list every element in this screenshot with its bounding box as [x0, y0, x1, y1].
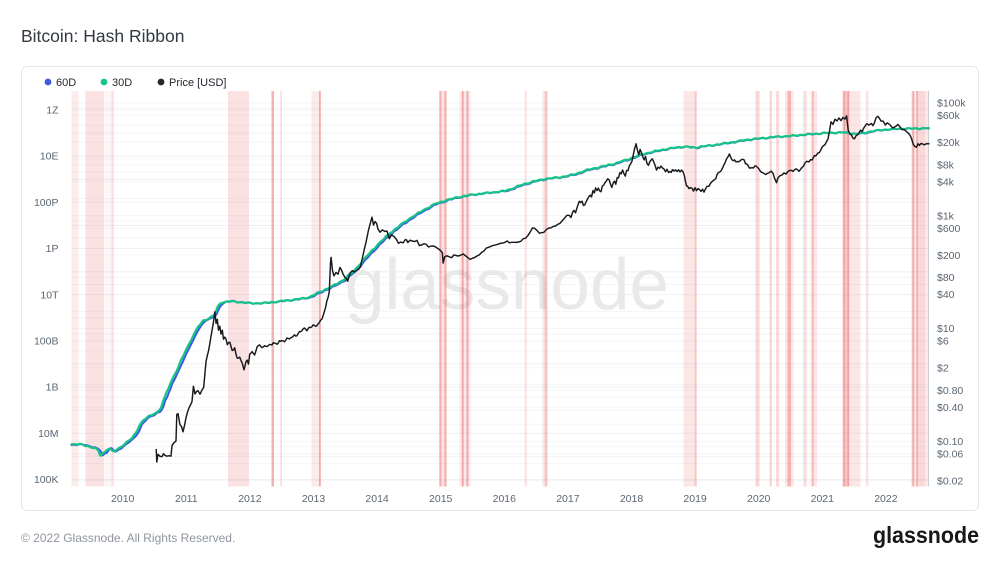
svg-text:100P: 100P [34, 197, 59, 209]
svg-text:30D: 30D [112, 77, 132, 89]
svg-text:$0.80: $0.80 [937, 385, 963, 397]
svg-text:2020: 2020 [747, 493, 771, 505]
svg-text:2014: 2014 [365, 493, 389, 505]
svg-text:1Z: 1Z [46, 105, 59, 117]
svg-text:$100k: $100k [937, 98, 966, 110]
svg-text:2022: 2022 [874, 493, 898, 505]
svg-text:100K: 100K [34, 474, 59, 486]
svg-text:2010: 2010 [111, 493, 135, 505]
svg-text:2019: 2019 [683, 493, 707, 505]
svg-text:glassnode: glassnode [873, 522, 979, 548]
svg-text:$8k: $8k [937, 159, 955, 171]
svg-text:2017: 2017 [556, 493, 580, 505]
svg-text:1B: 1B [46, 382, 59, 394]
svg-text:$0.02: $0.02 [937, 475, 963, 487]
svg-text:2018: 2018 [620, 493, 644, 505]
svg-text:© 2022 Glassnode. All Rights R: © 2022 Glassnode. All Rights Reserved. [21, 531, 235, 545]
svg-text:$0.06: $0.06 [937, 449, 963, 461]
svg-text:$600: $600 [937, 223, 961, 235]
svg-text:1P: 1P [46, 243, 59, 255]
svg-text:2015: 2015 [429, 493, 453, 505]
svg-text:glassnode: glassnode [345, 245, 669, 325]
svg-text:10E: 10E [40, 151, 59, 163]
svg-text:2021: 2021 [811, 493, 835, 505]
svg-text:$4k: $4k [937, 176, 955, 188]
svg-text:$60k: $60k [937, 110, 961, 122]
svg-text:2013: 2013 [302, 493, 326, 505]
svg-text:$10: $10 [937, 323, 955, 335]
svg-text:$1k: $1k [937, 210, 955, 222]
svg-text:Price [USD]: Price [USD] [169, 77, 226, 89]
svg-text:2016: 2016 [493, 493, 517, 505]
svg-text:$2: $2 [937, 363, 949, 375]
svg-text:100B: 100B [34, 336, 59, 348]
svg-text:60D: 60D [56, 77, 76, 89]
svg-text:2011: 2011 [175, 493, 198, 505]
svg-text:$40: $40 [937, 289, 955, 301]
svg-text:$0.40: $0.40 [937, 402, 963, 414]
svg-text:$80: $80 [937, 272, 955, 284]
svg-text:$0.10: $0.10 [937, 436, 963, 448]
svg-text:10M: 10M [38, 428, 58, 440]
svg-text:10T: 10T [40, 289, 59, 301]
svg-text:Bitcoin: Hash Ribbon: Bitcoin: Hash Ribbon [21, 26, 184, 46]
svg-text:2012: 2012 [238, 493, 262, 505]
svg-text:$20k: $20k [937, 137, 961, 149]
svg-text:$200: $200 [937, 250, 961, 262]
svg-text:$6: $6 [937, 336, 949, 348]
